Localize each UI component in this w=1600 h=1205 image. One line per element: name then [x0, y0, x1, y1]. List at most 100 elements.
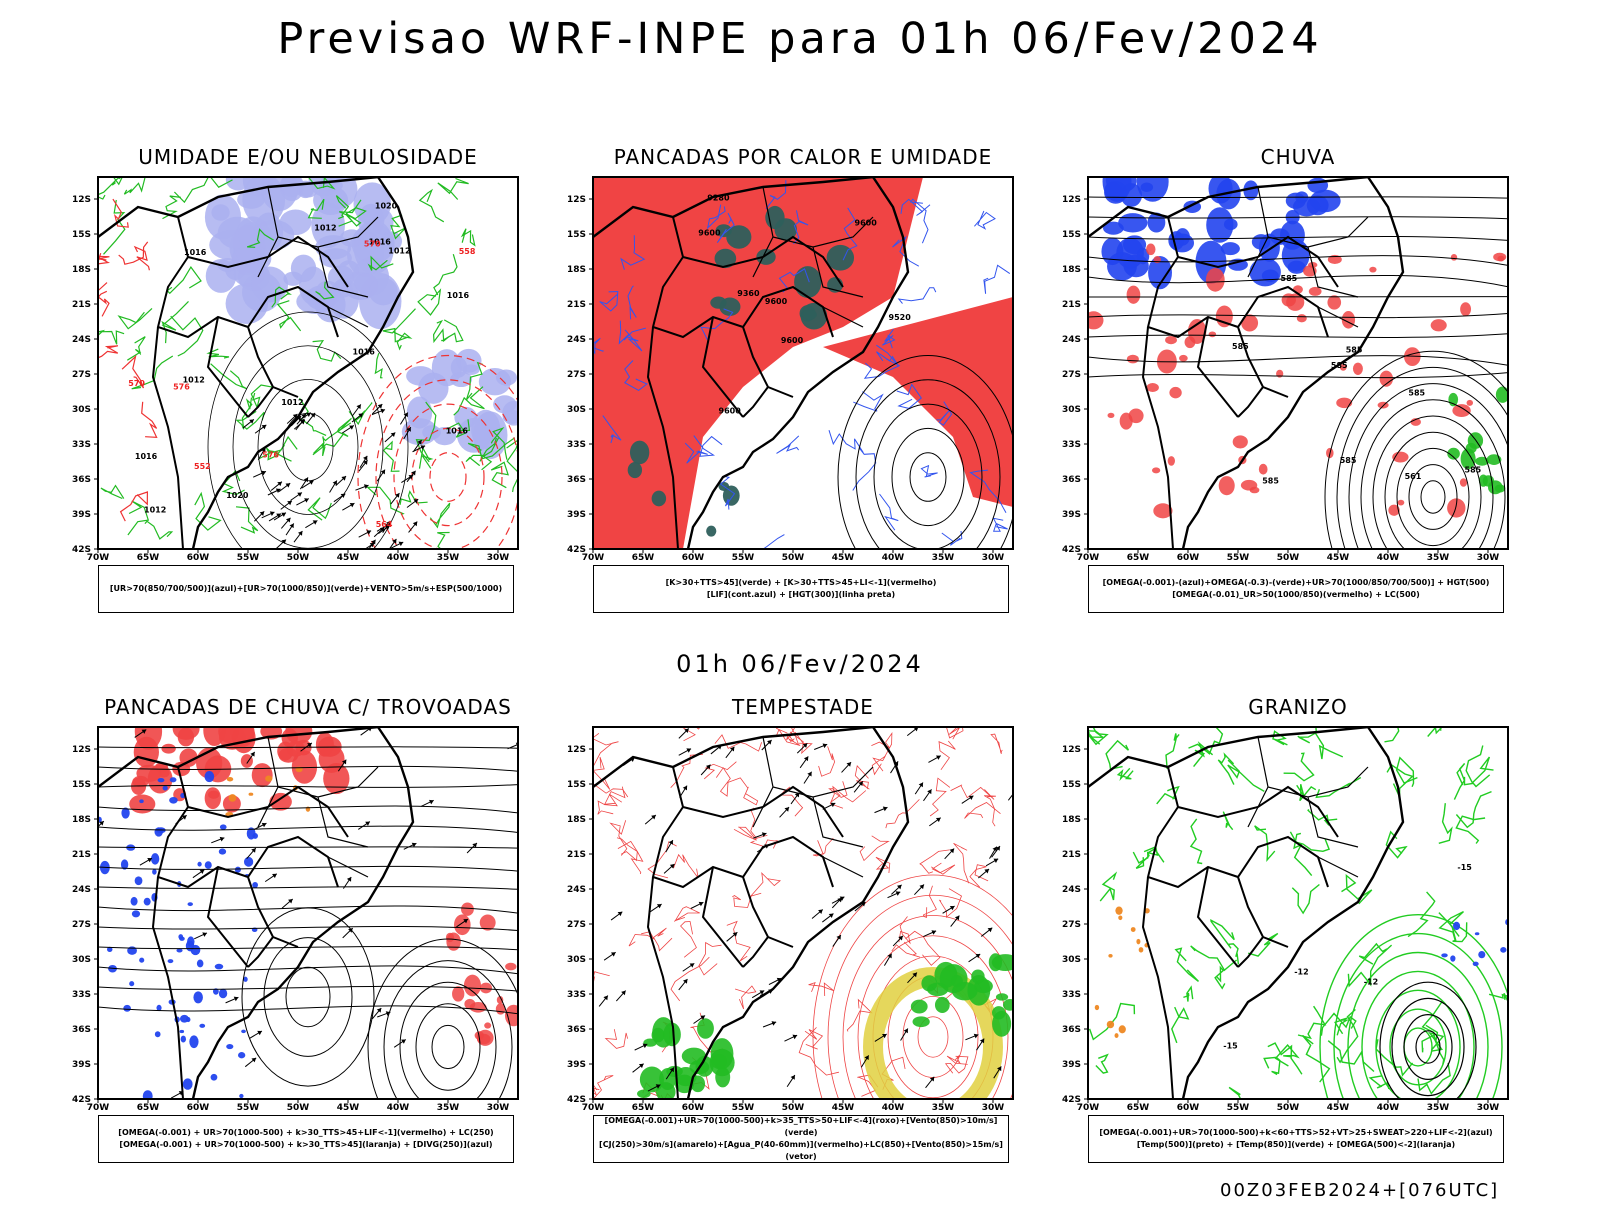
lat-tick-label: 33S [72, 440, 91, 450]
lat-tick-label: 33S [72, 990, 91, 1000]
lat-tick-label: 18S [72, 815, 91, 825]
lon-tick-label: 30W [1477, 553, 1500, 563]
contour-label: 1020 [226, 491, 249, 500]
lon-tick-label: 60W [1177, 1103, 1200, 1113]
contour-label: 9520 [889, 313, 912, 322]
lat-tick-label: 39S [1062, 1060, 1081, 1070]
lon-tick-label: 70W [87, 553, 110, 563]
map-panel: PANCADAS POR CALOR E UMIDADE 9600 9600 9600… [555, 145, 1055, 655]
contour-label: 9600 [698, 229, 721, 238]
lon-tick-label: 50W [1277, 1103, 1300, 1113]
lat-tick-label: 36S [1062, 1025, 1081, 1035]
lat-tick-label: 15S [567, 230, 586, 240]
country-borders [1141, 766, 1339, 1099]
contour-label: 1012 [388, 246, 410, 255]
contour-label: 1012 [281, 398, 303, 407]
contour-label: 1016 [447, 291, 470, 300]
lat-tick-label: 42S [567, 545, 586, 555]
legend-line: [OMEGA(-0.001)+UR>70(1000-500)+k<60+TTS>… [1099, 1128, 1493, 1137]
lat-tick-label: 15S [72, 780, 91, 790]
panel-legend: [OMEGA(-0.001)+UR>70(1000-500)+k>35_TTS>… [593, 1115, 1009, 1163]
map-frame [592, 726, 1014, 1100]
lon-tick-label: 55W [732, 1103, 755, 1113]
lon-tick-label: 40W [387, 553, 410, 563]
contour-label: 585 [1408, 389, 1425, 398]
lat-tick-label: 30S [72, 405, 91, 415]
lon-tick-label: 45W [337, 553, 360, 563]
weather-field [1088, 177, 1508, 549]
lat-tick-label: 18S [1062, 815, 1081, 825]
contour-label: 9280 [707, 194, 730, 203]
lat-tick-label: 27S [1062, 370, 1081, 380]
map-panel: PANCADAS DE CHUVA C/ TROVOADAS 12S 15S 18S 2… [60, 695, 560, 1205]
lon-tick-label: 60W [187, 1103, 210, 1113]
weather-field [593, 727, 1013, 1099]
map-frame [592, 176, 1014, 550]
lat-tick-label: 33S [1062, 440, 1081, 450]
coastline [593, 177, 910, 549]
lat-tick-label: 36S [72, 1025, 91, 1035]
lon-tick-label: 50W [782, 553, 805, 563]
contour-label: 9600 [719, 407, 742, 416]
lat-tick-label: 12S [72, 745, 91, 755]
map-frame [97, 726, 519, 1100]
lat-tick-label: 21S [72, 300, 91, 310]
lat-tick-label: 30S [72, 955, 91, 965]
contour-label: 9600 [855, 219, 878, 228]
lat-tick-label: 18S [567, 265, 586, 275]
map-panel: CHUVA 585 585 585 585 585 585 585 585 561 12S 15S 18… [1050, 145, 1550, 655]
panel-legend: [OMEGA(-0.001) + UR>70(1000-500) + k>30_… [98, 1115, 514, 1163]
lat-tick-label: 18S [72, 265, 91, 275]
lat-tick-label: 42S [1062, 1095, 1081, 1105]
contour-label: 585 [1340, 456, 1357, 465]
lon-tick-label: 60W [1177, 553, 1200, 563]
lon-tick-label: 45W [1327, 553, 1350, 563]
contour-label: 9600 [765, 297, 788, 306]
coastline [98, 177, 415, 549]
panel-title: UMIDADE E/OU NEBULOSIDADE [138, 145, 478, 169]
lon-tick-label: 50W [287, 1103, 310, 1113]
lon-tick-label: 60W [682, 553, 705, 563]
lat-tick-label: 42S [1062, 545, 1081, 555]
contour-label: 561 [1405, 472, 1422, 481]
lat-tick-label: 42S [72, 1095, 91, 1105]
lat-tick-label: 15S [1062, 230, 1081, 240]
lon-tick-label: 30W [982, 553, 1005, 563]
contour-label: 585 [1346, 346, 1363, 355]
legend-line: [LIF](cont.azul) + [HGT(300)](linha pret… [706, 590, 896, 599]
legend-line: [OMEGA(-0.001)-(azul)+OMEGA(-0.3)-(verde… [1102, 578, 1490, 587]
country-borders [151, 216, 349, 549]
coastline [1088, 727, 1405, 1099]
country-borders [646, 216, 844, 549]
contour-label: 1020 [375, 202, 398, 211]
lon-tick-label: 35W [932, 553, 955, 563]
legend-line: [OMEGA(-0.001) + UR>70(1000-500) + k>30_… [118, 1128, 494, 1137]
lon-tick-label: 50W [1277, 553, 1300, 563]
lat-tick-label: 12S [567, 745, 586, 755]
panel-legend: [OMEGA(-0.001)-(azul)+OMEGA(-0.3)-(verde… [1088, 565, 1504, 613]
lat-tick-label: 24S [1062, 335, 1081, 345]
lat-tick-label: 30S [567, 405, 586, 415]
lon-tick-label: 60W [682, 1103, 705, 1113]
panel-title: PANCADAS POR CALOR E UMIDADE [613, 145, 993, 169]
lat-tick-label: 33S [567, 440, 586, 450]
lon-tick-label: 65W [137, 553, 160, 563]
contour-label: 570 [364, 239, 381, 248]
lat-tick-label: 24S [72, 885, 91, 895]
contour-label: 1012 [314, 224, 336, 233]
lat-tick-label: 21S [1062, 300, 1081, 310]
lon-tick-label: 55W [1227, 1103, 1250, 1113]
panel-title: GRANIZO [1248, 695, 1348, 719]
map-frame [1087, 726, 1509, 1100]
forecast-time-title: 01h 06/Fev/2024 [676, 650, 924, 678]
lon-tick-label: 35W [437, 553, 460, 563]
lon-tick-label: 35W [1427, 1103, 1450, 1113]
state-borders [257, 186, 379, 328]
contour-label: 1016 [446, 427, 469, 436]
lon-tick-label: 55W [237, 1103, 260, 1113]
lat-tick-label: 30S [1062, 955, 1081, 965]
state-borders [1247, 186, 1369, 328]
lon-tick-label: 65W [632, 553, 655, 563]
lat-tick-label: 27S [1062, 920, 1081, 930]
lon-tick-label: 70W [87, 1103, 110, 1113]
